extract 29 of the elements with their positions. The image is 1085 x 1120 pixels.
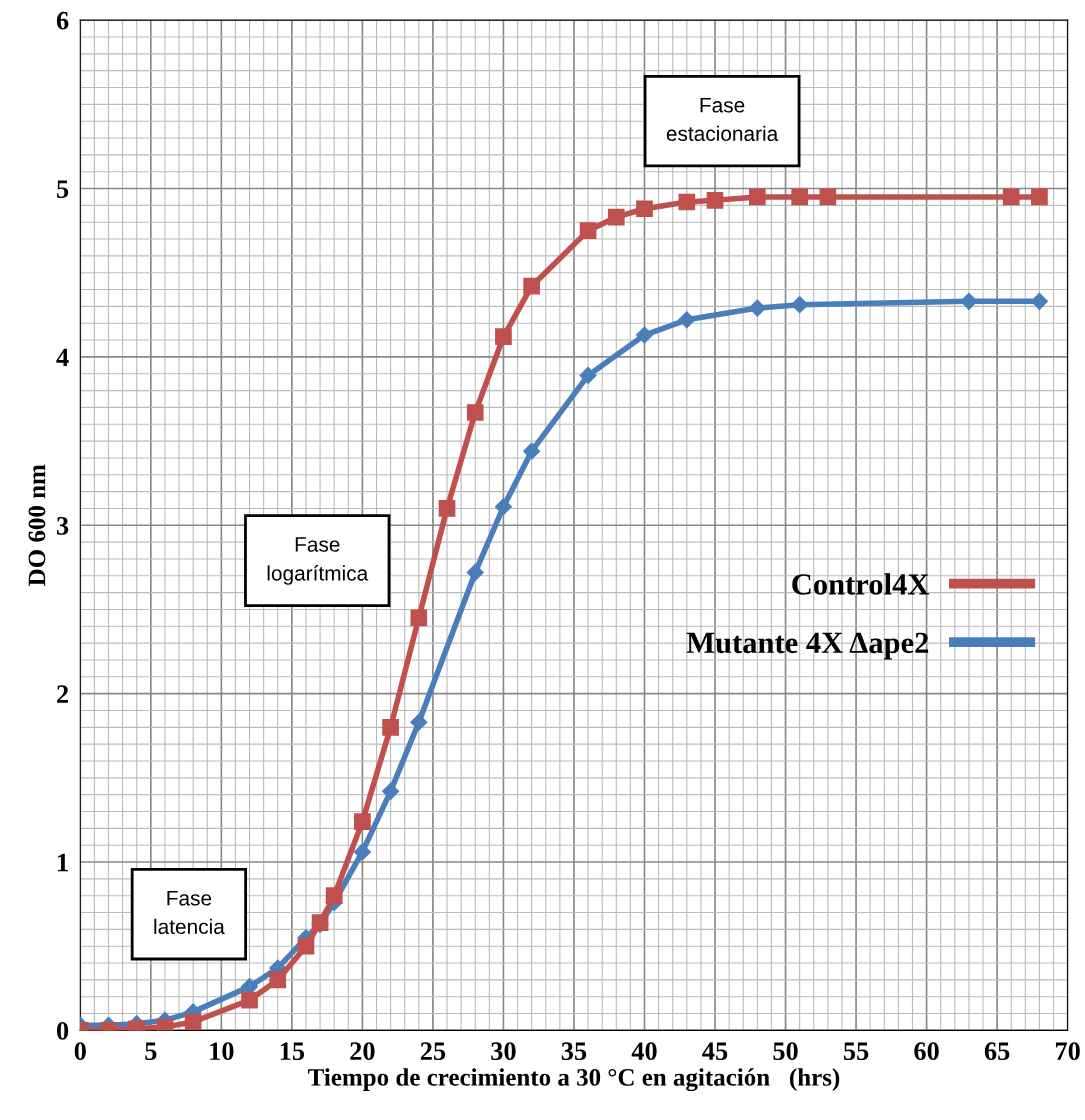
legend-label: Control4X xyxy=(792,573,930,595)
y-tick-label: 2 xyxy=(57,685,69,703)
y-axis-title: DO 600 nm xyxy=(28,464,46,586)
y-tick-label: 0 xyxy=(56,1022,69,1040)
x-tick-label: 20 xyxy=(350,1042,375,1061)
x-tick-label: 25 xyxy=(420,1042,446,1061)
x-tick-label: 35 xyxy=(561,1042,587,1061)
x-tick-label: 50 xyxy=(773,1042,798,1061)
x-axis-title: Tiempo de crecimiento a 30 °C en agitación (hrs) xyxy=(308,1068,840,1092)
x-tick-label: 30 xyxy=(491,1042,516,1061)
x-tick-label: 10 xyxy=(210,1042,234,1061)
legend-label: Mutante 4X Δape2 xyxy=(686,632,929,660)
x-tick-label: 65 xyxy=(984,1042,1010,1061)
x-tick-label: 55 xyxy=(843,1042,869,1061)
x-tick-label: 0 xyxy=(74,1042,86,1061)
x-tick-label: 70 xyxy=(1055,1042,1080,1061)
y-tick-label: 4 xyxy=(56,348,69,367)
x-tick-label: 40 xyxy=(631,1042,657,1061)
y-tick-label: 6 xyxy=(56,11,69,30)
annotation: Fase estacionaria xyxy=(666,98,779,142)
x-tick-label: 5 xyxy=(145,1042,157,1061)
x-tick-label: 15 xyxy=(280,1042,305,1061)
y-tick-label: 3 xyxy=(56,516,69,535)
annotation: Fase latencia xyxy=(154,891,225,935)
x-tick-label: 45 xyxy=(702,1042,728,1061)
x-tick-label: 60 xyxy=(914,1042,939,1061)
y-tick-label: 1 xyxy=(58,853,68,872)
annotation: Fase logarítmica xyxy=(267,537,369,585)
y-tick-label: 5 xyxy=(57,180,69,198)
